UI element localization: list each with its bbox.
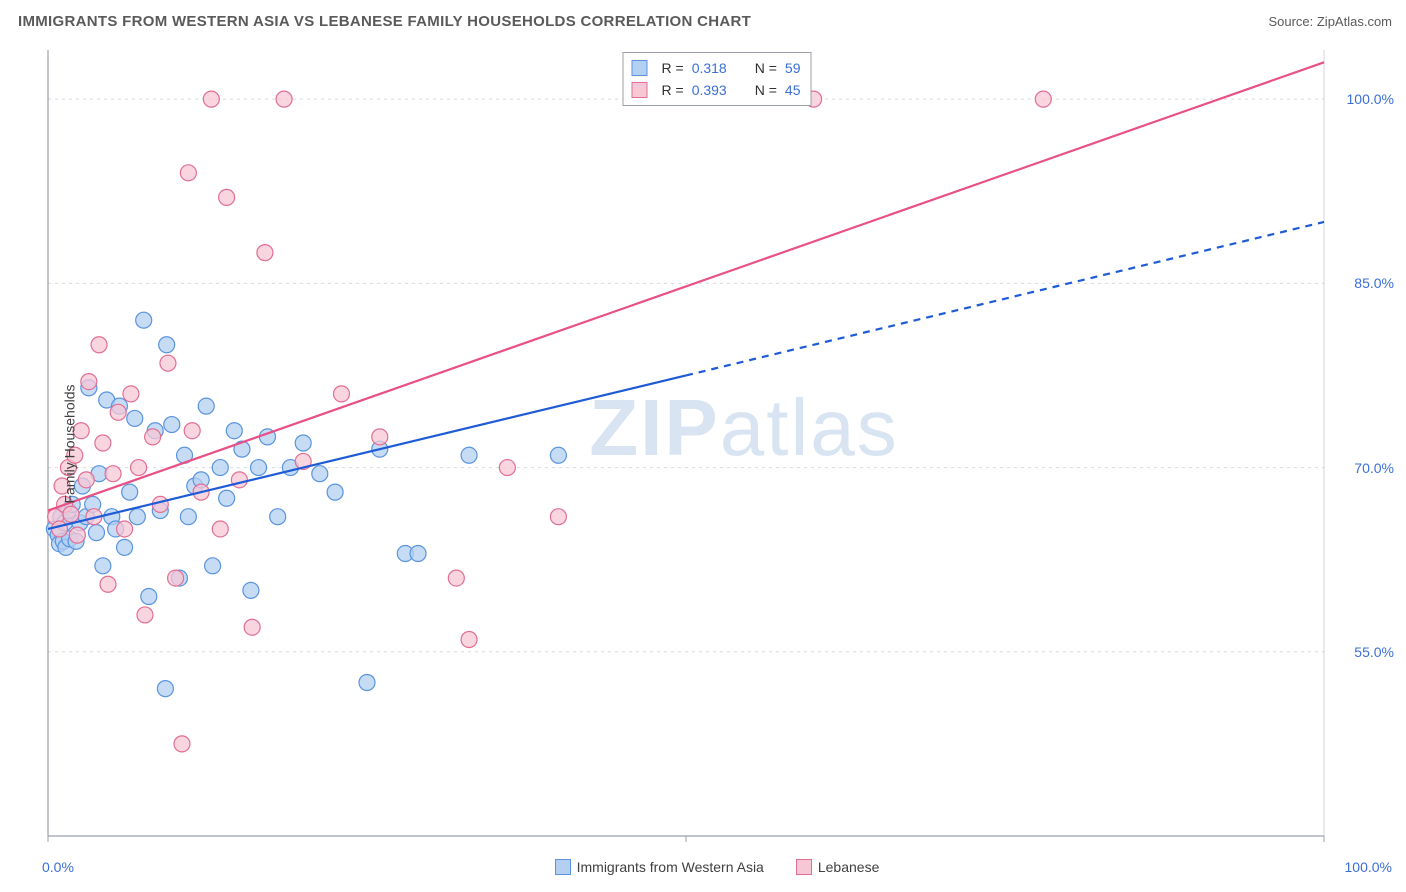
legend-item: Immigrants from Western Asia [555, 859, 764, 875]
stats-legend-row: R = 0.318 N = 59 [632, 57, 801, 79]
x-tick-min: 0.0% [42, 859, 74, 875]
series-legend: Immigrants from Western Asia Lebanese [555, 859, 880, 875]
legend-swatch [632, 60, 648, 76]
chart-title: IMMIGRANTS FROM WESTERN ASIA VS LEBANESE… [18, 13, 751, 30]
legend-swatch [555, 859, 571, 875]
x-axis-row: 0.0% Immigrants from Western Asia Lebanes… [42, 850, 1392, 884]
x-tick-max: 100.0% [1345, 859, 1392, 875]
legend-label: Lebanese [818, 859, 880, 875]
stat-r-label: R = [662, 57, 684, 79]
legend-label: Immigrants from Western Asia [577, 859, 764, 875]
stat-n-value: 45 [785, 79, 801, 101]
stat-n-label: N = [755, 79, 777, 101]
scatter-chart [42, 46, 1392, 842]
y-tick-label: 100.0% [1347, 91, 1394, 107]
stat-r-value: 0.393 [692, 79, 727, 101]
stat-n-value: 59 [785, 57, 801, 79]
source-label: Source: ZipAtlas.com [1268, 14, 1392, 29]
plot-area: Family Households ZIPatlas R =0.318N =59… [42, 46, 1392, 842]
y-tick-label: 70.0% [1354, 460, 1394, 476]
y-axis-label: Family Households [62, 384, 78, 503]
stat-r-value: 0.318 [692, 57, 727, 79]
stats-legend-row: R = 0.393 N = 45 [632, 79, 801, 101]
stats-legend: R = 0.318 N = 59 R = 0.393 N = 45 [623, 52, 812, 106]
y-tick-label: 85.0% [1354, 275, 1394, 291]
legend-swatch [632, 82, 648, 98]
legend-item: Lebanese [796, 859, 880, 875]
stat-r-label: R = [662, 79, 684, 101]
legend-swatch [796, 859, 812, 875]
y-tick-label: 55.0% [1354, 644, 1394, 660]
stat-n-label: N = [755, 57, 777, 79]
